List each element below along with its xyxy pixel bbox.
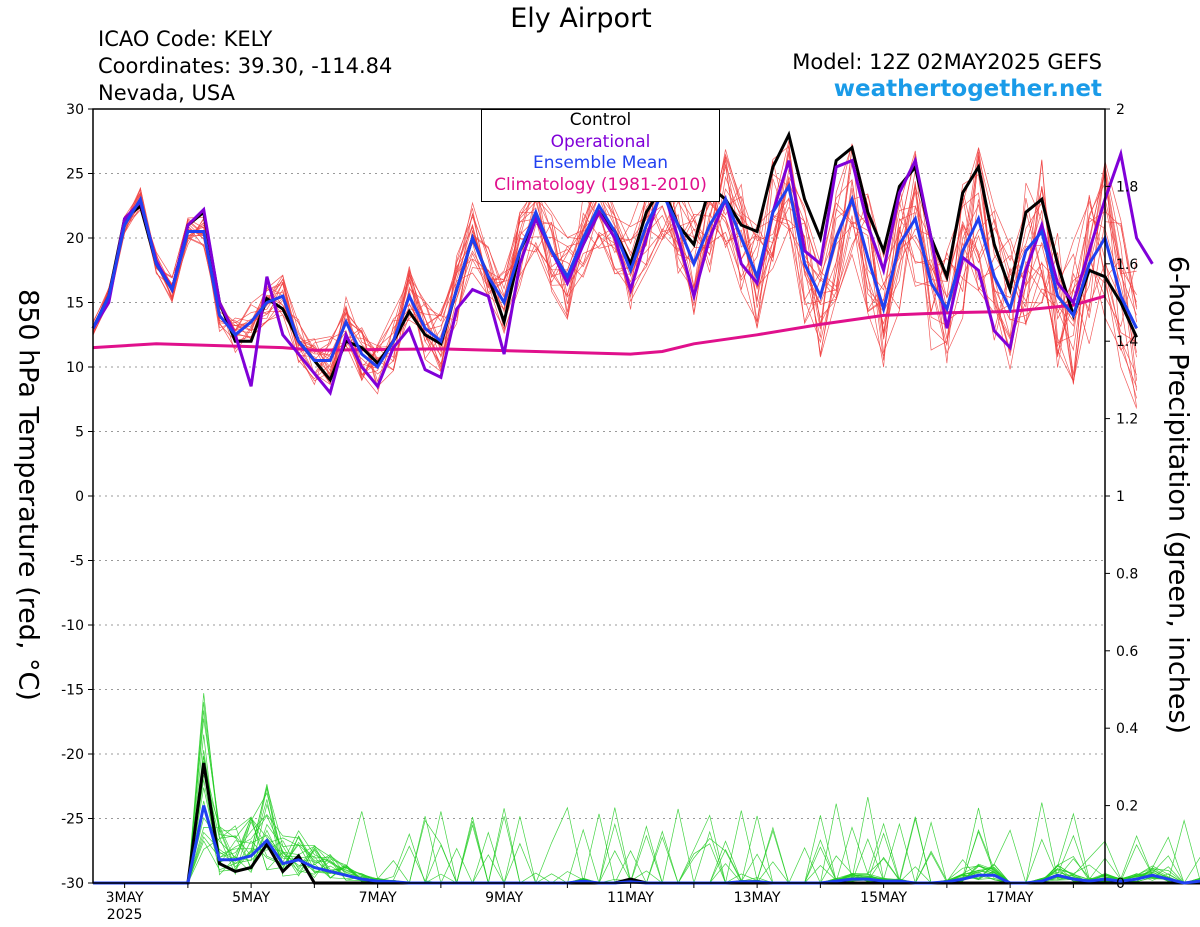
chart-title: Ely Airport [510,3,652,34]
x-tick-sublabel: 2025 [107,907,143,923]
legend: Control Operational Ensemble Mean Climat… [481,109,720,202]
y-tick-label: -20 [61,747,84,763]
y2-tick-label: 0 [1116,876,1125,892]
x-tick-label: 9MAY [485,890,523,906]
legend-control: Control [569,110,632,130]
climatology-line [92,294,1106,356]
y-tick-label: -5 [70,554,84,570]
precip-member-line [93,785,1200,884]
temp-mean-line [91,182,1138,370]
y-tick-label: -15 [61,683,84,699]
y-tick-label: 15 [66,296,84,312]
y-tick-label: 25 [66,167,84,183]
y2-tick-label: 2 [1116,102,1125,118]
y2-tick-label: 1 [1116,489,1125,505]
y2-tick-label: 1.6 [1116,257,1138,273]
temp-member-line [92,155,1137,369]
y2-tick-label: 0.6 [1116,644,1138,660]
precip-member-line [93,756,1200,884]
temp-member-line [92,143,1137,382]
legend-operational: Operational [550,131,651,152]
x-tick-label: 3MAY [106,890,144,906]
temp-member-line [92,145,1137,375]
x-tick-label: 7MAY [359,890,397,906]
x-tick-label: 11MAY [607,890,654,906]
x-tick-label: 17MAY [987,890,1034,906]
precip-member-line [93,774,1200,884]
x-tick-label: 5MAY [232,890,270,906]
coordinates: Coordinates: 39.30, -114.84 [98,54,393,78]
y-tick-label: -25 [61,812,84,828]
x-tick-label: 13MAY [734,890,781,906]
icao-code: ICAO Code: KELY [98,27,273,51]
ensemble-members [92,140,1200,884]
y2-tick-label: 1.2 [1116,412,1138,428]
y-tick-label: -10 [61,618,84,634]
y-tick-label: 20 [66,231,84,247]
y2-tick-label: 0.4 [1116,721,1138,737]
y-tick-label: 10 [66,360,84,376]
temp-member-line [92,162,1137,395]
precip-member-line [93,761,1200,884]
tick-labels: 302520151050-5-10-15-20-25-3021.81.61.41… [61,102,1138,923]
y2-tick-label: 1.8 [1116,179,1138,195]
legend-ensemble-mean: Ensemble Mean [532,153,669,173]
legend-climatology: Climatology (1981-2010) [494,174,707,195]
y-tick-label: 0 [75,489,84,505]
y-tick-label: -30 [61,876,84,892]
precip-member-line [93,750,1200,884]
y2-tick-label: 0.8 [1116,566,1138,582]
location: Nevada, USA [98,81,235,105]
y-tick-label: 30 [66,102,84,118]
site-link[interactable]: weathertogether.net [833,76,1102,102]
y2-tick-label: 1.4 [1116,334,1138,350]
y-tick-label: 5 [75,425,84,441]
gridlines [93,173,1105,819]
temp-member-line [92,153,1137,388]
x-tick-label: 15MAY [860,890,907,906]
precip-member-line [93,779,1200,884]
y2-tick-label: 0.2 [1116,799,1138,815]
temp-operational-line [91,148,1154,397]
model-run: Model: 12Z 02MAY2025 GEFS [792,50,1102,74]
series-lines [91,130,1200,885]
